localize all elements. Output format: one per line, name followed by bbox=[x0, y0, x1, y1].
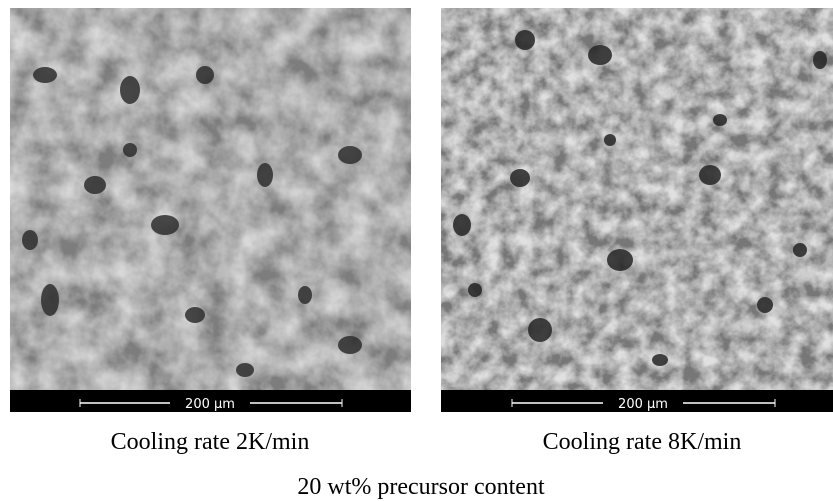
scale-bar-label: 200 µm bbox=[185, 397, 235, 412]
figure-caption: 20 wt% precursor content bbox=[297, 474, 545, 500]
panel-caption: Cooling rate 8K/min bbox=[543, 429, 742, 455]
sem-image-right: 200 µm bbox=[441, 8, 833, 412]
scale-bar-label: 200 µm bbox=[618, 397, 668, 412]
panel-caption: Cooling rate 2K/min bbox=[111, 429, 310, 455]
sem-image-left: 200 µm bbox=[10, 8, 411, 412]
